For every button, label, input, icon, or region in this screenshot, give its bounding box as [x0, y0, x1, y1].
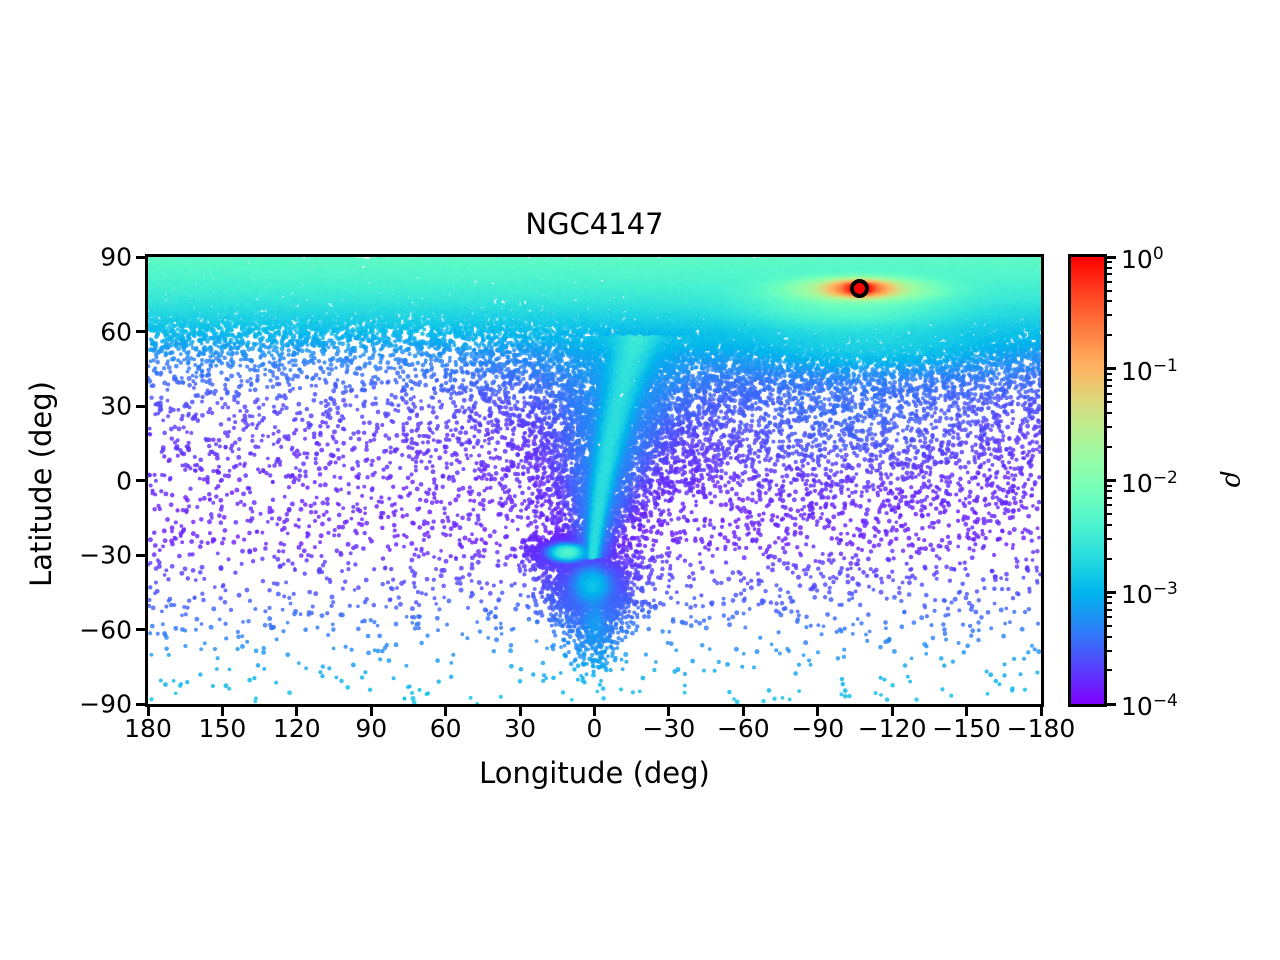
colorbar: [1068, 254, 1107, 707]
colorbar-minor-tick: [1107, 669, 1112, 672]
y-tick: [136, 330, 145, 333]
colorbar-tick-label: 10−4: [1121, 690, 1178, 722]
y-tick-label: 90: [100, 242, 132, 272]
colorbar-minor-tick: [1107, 635, 1112, 638]
colorbar-minor-tick: [1107, 557, 1112, 560]
colorbar-minor-tick: [1107, 616, 1112, 619]
colorbar-minor-tick: [1107, 289, 1112, 292]
plot-area: [145, 254, 1044, 707]
colorbar-minor-tick: [1107, 624, 1112, 627]
colorbar-tick-label: 100: [1121, 243, 1164, 275]
colorbar-tick-label: 10−3: [1121, 579, 1178, 610]
colorbar-minor-tick: [1107, 596, 1112, 599]
x-tick: [667, 707, 671, 716]
colorbar-minor-tick: [1107, 445, 1112, 448]
y-tick: [136, 628, 145, 631]
y-tick-label: 0: [116, 466, 132, 495]
colorbar-minor-tick: [1107, 334, 1112, 337]
x-tick-label: 120: [272, 714, 321, 743]
y-tick-label: 60: [100, 317, 132, 346]
x-tick: [965, 707, 969, 716]
colorbar-minor-tick: [1107, 372, 1112, 375]
x-tick-label: −90: [791, 714, 845, 743]
x-tick: [369, 707, 373, 716]
colorbar-minor-tick: [1107, 401, 1112, 404]
colorbar-minor-tick: [1107, 392, 1112, 395]
colorbar-minor-tick: [1107, 280, 1112, 283]
colorbar-minor-tick: [1107, 537, 1112, 540]
colorbar-minor-tick: [1107, 266, 1112, 269]
x-tick-label: 150: [198, 714, 247, 743]
colorbar-tick-label: 10−1: [1121, 355, 1178, 386]
y-tick: [136, 702, 145, 706]
colorbar-major-tick: [1107, 702, 1116, 706]
x-tick-label: −30: [642, 714, 696, 743]
y-tick-label: −60: [79, 615, 132, 644]
x-tick: [816, 707, 820, 716]
colorbar-minor-tick: [1107, 412, 1112, 415]
x-tick-label: −180: [1006, 714, 1076, 743]
x-tick: [518, 707, 522, 716]
colorbar-minor-tick: [1107, 496, 1112, 499]
y-tick: [136, 479, 145, 482]
x-tick: [146, 707, 150, 716]
colorbar-minor-tick: [1107, 504, 1112, 507]
x-tick-label: 90: [355, 714, 388, 743]
colorbar-minor-tick: [1107, 608, 1112, 611]
x-tick-label: 30: [504, 714, 536, 743]
colorbar-minor-tick: [1107, 378, 1112, 381]
x-tick: [220, 707, 224, 716]
x-tick-label: −60: [716, 714, 770, 743]
chart-title: NGC4147: [525, 207, 664, 241]
x-tick-label: −150: [932, 714, 1001, 743]
y-tick-label: −30: [79, 540, 132, 570]
x-axis-label: Longitude (deg): [479, 756, 710, 790]
progenitor-marker: [849, 279, 869, 299]
colorbar-minor-tick: [1107, 273, 1112, 276]
y-tick: [136, 255, 145, 259]
x-tick-label: 60: [429, 714, 462, 743]
colorbar-minor-tick: [1107, 385, 1112, 388]
x-tick-label: −120: [857, 714, 927, 743]
colorbar-minor-tick: [1107, 300, 1112, 303]
colorbar-minor-tick: [1107, 261, 1112, 264]
colorbar-minor-tick: [1107, 484, 1112, 487]
x-tick: [444, 707, 448, 716]
x-tick: [741, 707, 745, 716]
x-tick: [890, 707, 894, 716]
colorbar-minor-tick: [1107, 490, 1112, 493]
y-tick-label: 30: [100, 391, 132, 421]
y-tick-label: −90: [79, 689, 132, 719]
colorbar-label: ρ: [1218, 471, 1250, 488]
x-tick: [295, 707, 299, 716]
colorbar-minor-tick: [1107, 513, 1112, 516]
x-tick: [593, 707, 596, 716]
colorbar-minor-tick: [1107, 523, 1112, 526]
y-tick: [136, 404, 145, 408]
y-tick: [136, 553, 145, 557]
colorbar-major-tick: [1107, 255, 1116, 259]
colorbar-minor-tick: [1107, 314, 1112, 317]
colorbar-tick-label: 10−2: [1121, 467, 1178, 498]
colorbar-major-tick: [1107, 590, 1116, 594]
colorbar-minor-tick: [1107, 602, 1112, 605]
colorbar-major-tick: [1107, 367, 1116, 371]
colorbar-major-tick: [1107, 479, 1116, 482]
scatter-canvas: [148, 257, 1041, 704]
x-tick-label: 180: [124, 714, 172, 743]
colorbar-gradient: [1071, 257, 1104, 704]
x-tick: [1039, 707, 1043, 716]
colorbar-minor-tick: [1107, 426, 1112, 429]
colorbar-minor-tick: [1107, 649, 1112, 652]
x-tick-label: 0: [586, 714, 603, 743]
